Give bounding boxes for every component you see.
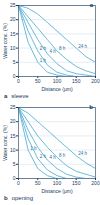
svg-text:15: 15 bbox=[10, 133, 16, 139]
svg-text:Distance (μm): Distance (μm) bbox=[41, 86, 73, 92]
html-text:sleeve: sleeve bbox=[11, 93, 29, 99]
svg-text:4 h: 4 h bbox=[49, 49, 56, 54]
svg-text:10: 10 bbox=[10, 45, 16, 51]
svg-text:200: 200 bbox=[91, 180, 100, 186]
html-text:b: b bbox=[4, 195, 8, 201]
svg-text:50: 50 bbox=[35, 180, 41, 186]
svg-text:10: 10 bbox=[10, 147, 16, 153]
svg-text:150: 150 bbox=[72, 180, 81, 186]
svg-text:25: 25 bbox=[10, 104, 16, 110]
svg-text:200: 200 bbox=[91, 78, 100, 84]
svg-text:150: 150 bbox=[72, 78, 81, 84]
svg-text:8 h: 8 h bbox=[59, 46, 66, 51]
svg-text:1 h: 1 h bbox=[30, 146, 37, 151]
svg-text:100: 100 bbox=[53, 78, 62, 84]
svg-text:2 h: 2 h bbox=[40, 154, 47, 159]
svg-text:24 h: 24 h bbox=[78, 151, 87, 156]
svg-text:24 h: 24 h bbox=[78, 44, 87, 49]
svg-text:20: 20 bbox=[10, 118, 16, 124]
svg-text:0: 0 bbox=[13, 73, 16, 79]
svg-text:0: 0 bbox=[13, 175, 16, 181]
svg-text:0: 0 bbox=[17, 180, 20, 186]
svg-text:100: 100 bbox=[53, 180, 62, 186]
html-text:a: a bbox=[89, 2, 93, 8]
svg-text:0: 0 bbox=[17, 78, 20, 84]
svg-text:15: 15 bbox=[10, 31, 16, 37]
svg-text:5: 5 bbox=[13, 59, 16, 65]
svg-text:1 h: 1 h bbox=[40, 58, 47, 63]
svg-text:Water conc. (%): Water conc. (%) bbox=[2, 23, 8, 59]
svg-text:50: 50 bbox=[35, 78, 41, 84]
html-text:a: a bbox=[4, 93, 8, 99]
svg-text:25: 25 bbox=[10, 2, 16, 8]
svg-text:5: 5 bbox=[13, 161, 16, 167]
svg-text:Distance (μm): Distance (μm) bbox=[41, 188, 73, 194]
svg-text:8 h: 8 h bbox=[59, 153, 66, 158]
svg-text:Water conc. (%): Water conc. (%) bbox=[2, 125, 8, 161]
html-text:opening: opening bbox=[11, 195, 33, 201]
html-text:b: b bbox=[89, 104, 93, 110]
svg-text:2 h: 2 h bbox=[40, 46, 47, 51]
svg-text:4 h: 4 h bbox=[49, 155, 56, 160]
svg-text:20: 20 bbox=[10, 16, 16, 22]
